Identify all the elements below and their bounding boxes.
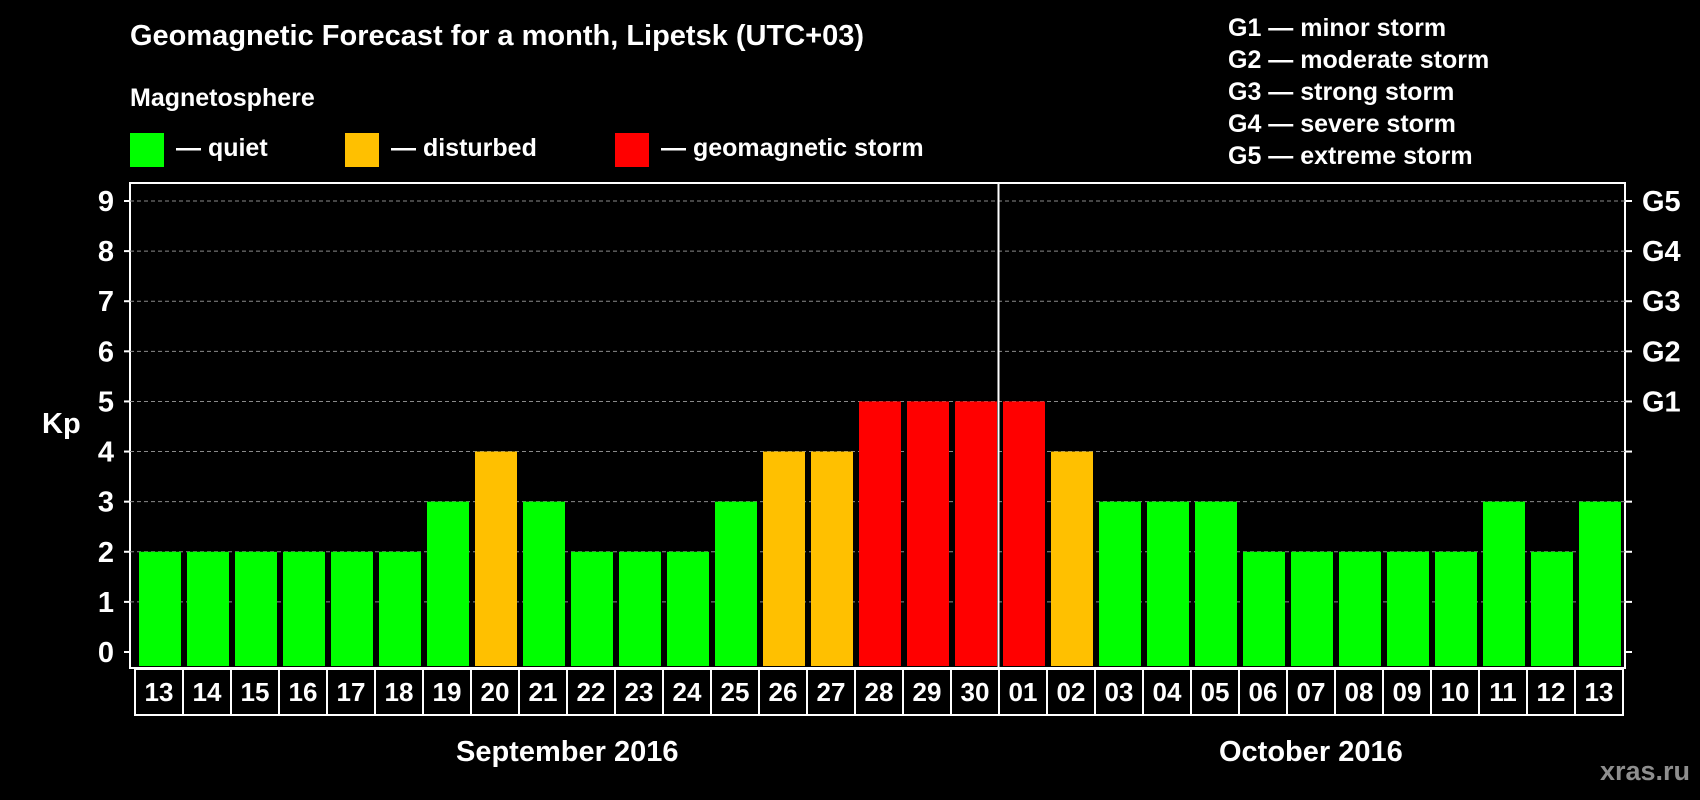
y-axis-label: Kp [42, 408, 81, 440]
bar-30 [1579, 501, 1621, 666]
date-label-29: 12 [1537, 677, 1566, 707]
legend-swatch-disturbed [345, 133, 379, 167]
right-tick-label-g4: G4 [1642, 236, 1681, 268]
storm-scale-g5: G5 — extreme storm [1228, 142, 1473, 170]
date-label-20: 03 [1105, 677, 1134, 707]
date-label-17: 30 [961, 677, 990, 707]
date-label-0: 13 [145, 677, 174, 707]
bar-1 [187, 551, 229, 666]
y-tick-label-7: 7 [98, 286, 114, 318]
right-tick-label-g5: G5 [1642, 186, 1681, 218]
y-tick-label-0: 0 [98, 637, 114, 669]
legend-swatch-quiet [130, 133, 164, 167]
date-label-4: 17 [337, 677, 366, 707]
right-tick-label-g1: G1 [1642, 386, 1681, 418]
bar-15 [859, 401, 901, 666]
date-label-7: 20 [481, 677, 510, 707]
bar-29 [1531, 551, 1573, 666]
watermark: xras.ru [1599, 756, 1690, 786]
bar-5 [379, 551, 421, 666]
date-label-26: 09 [1393, 677, 1422, 707]
date-label-8: 21 [529, 677, 558, 707]
bar-7 [475, 451, 517, 666]
bar-22 [1195, 501, 1237, 666]
storm-scale-legend: G1 — minor storm G2 — moderate storm G3 … [1228, 12, 1489, 172]
date-label-11: 24 [673, 677, 702, 707]
date-label-6: 19 [433, 677, 462, 707]
bar-3 [283, 551, 325, 666]
date-label-5: 18 [385, 677, 414, 707]
bar-17 [955, 401, 997, 666]
bar-21 [1147, 501, 1189, 666]
magnetosphere-label: Magnetosphere [130, 84, 315, 112]
legend-label-storm: — geomagnetic storm [661, 134, 924, 162]
storm-scale-g4: G4 — severe storm [1228, 110, 1456, 138]
bar-14 [811, 451, 853, 666]
bar-25 [1339, 551, 1381, 666]
date-label-23: 06 [1249, 677, 1278, 707]
y-tick-label-9: 9 [98, 186, 114, 218]
y-tick-label-1: 1 [98, 587, 114, 619]
date-label-15: 28 [865, 677, 894, 707]
y-tick-label-3: 3 [98, 487, 114, 519]
bar-18 [1003, 401, 1045, 666]
month-label-september: September 2016 [456, 736, 679, 768]
date-label-14: 27 [817, 677, 846, 707]
date-label-10: 23 [625, 677, 654, 707]
date-label-25: 08 [1345, 677, 1374, 707]
bar-11 [667, 551, 709, 666]
storm-scale-g2: G2 — moderate storm [1228, 46, 1490, 74]
bar-28 [1483, 501, 1525, 666]
date-label-2: 15 [241, 677, 270, 707]
legend-swatch-storm [615, 133, 649, 167]
right-tick-label-g2: G2 [1642, 336, 1681, 368]
bar-13 [763, 451, 805, 666]
date-label-30: 13 [1585, 677, 1614, 707]
date-label-24: 07 [1297, 677, 1326, 707]
bar-20 [1099, 501, 1141, 666]
bar-4 [331, 551, 373, 666]
storm-scale-g1: G1 — minor storm [1228, 14, 1447, 42]
bar-6 [427, 501, 469, 666]
bar-24 [1291, 551, 1333, 666]
bar-26 [1387, 551, 1429, 666]
y-tick-label-6: 6 [98, 336, 114, 368]
bar-10 [619, 551, 661, 666]
bar-12 [715, 501, 757, 666]
date-label-12: 25 [721, 677, 750, 707]
y-tick-label-4: 4 [98, 437, 114, 469]
date-label-13: 26 [769, 677, 798, 707]
date-label-27: 10 [1441, 677, 1470, 707]
storm-scale-g3: G3 — strong storm [1228, 78, 1455, 106]
y-tick-label-2: 2 [98, 537, 114, 569]
bar-2 [235, 551, 277, 666]
date-row-frame [134, 668, 1624, 716]
date-label-19: 02 [1057, 677, 1086, 707]
bar-8 [523, 501, 565, 666]
bar-0 [139, 551, 181, 666]
y-tick-label-5: 5 [98, 386, 114, 418]
month-label-october: October 2016 [1219, 736, 1403, 768]
date-label-1: 14 [193, 677, 222, 707]
bar-19 [1051, 451, 1093, 666]
date-label-16: 29 [913, 677, 942, 707]
y-tick-label-8: 8 [98, 236, 114, 268]
date-label-9: 22 [577, 677, 606, 707]
legend-label-quiet: — quiet [176, 134, 268, 162]
legend-label-disturbed: — disturbed [391, 134, 537, 162]
date-label-3: 16 [289, 677, 318, 707]
bar-27 [1435, 551, 1477, 666]
bar-23 [1243, 551, 1285, 666]
date-label-18: 01 [1009, 677, 1038, 707]
date-label-21: 04 [1153, 677, 1182, 707]
right-tick-label-g3: G3 [1642, 286, 1681, 318]
date-label-28: 11 [1489, 677, 1517, 707]
chart-title: Geomagnetic Forecast for a month, Lipets… [130, 20, 865, 52]
date-label-22: 05 [1201, 677, 1230, 707]
bar-16 [907, 401, 949, 666]
bar-9 [571, 551, 613, 666]
